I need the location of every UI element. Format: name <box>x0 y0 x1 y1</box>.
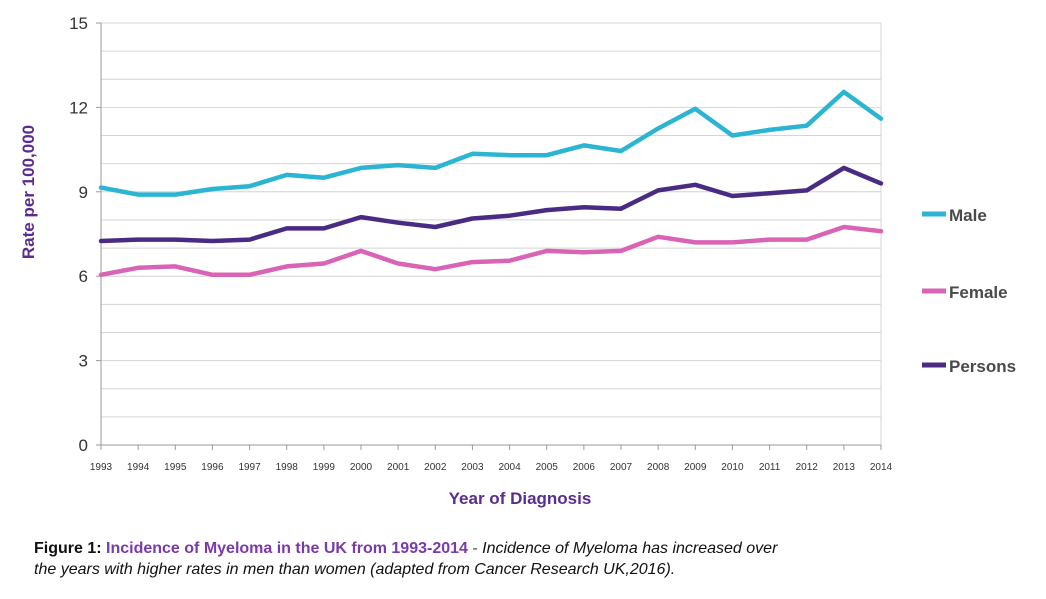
x-tick-label: 2014 <box>870 462 893 473</box>
x-tick-label: 2008 <box>647 462 670 473</box>
x-tick-label: 2003 <box>461 462 484 473</box>
series-line-male <box>98 89 884 197</box>
figure-caption: Figure 1: Incidence of Myeloma in the UK… <box>34 538 1034 580</box>
legend-label-male: Male <box>949 206 987 225</box>
x-tick-labels: 1993 1994 1995 1996 1997 1998 1999 2000 2001 2002… <box>90 462 893 473</box>
x-axis-label: Year of Diagnosis <box>449 489 592 508</box>
x-tick-label: 2013 <box>833 462 856 473</box>
line-chart: 0 3 6 9 12 15 1993 1994 1995 1996 1997 1998 1999 200… <box>19 14 1016 508</box>
grid-lines <box>101 22 882 445</box>
x-tick-label: 2009 <box>684 462 707 473</box>
y-tick-label: 9 <box>79 183 88 202</box>
x-tick-label: 1996 <box>201 462 224 473</box>
legend-label-persons: Persons <box>949 357 1016 376</box>
series-line-persons <box>98 165 884 244</box>
caption-title: Incidence of Myeloma in the UK from 1993… <box>106 540 468 557</box>
x-tick-label: 2006 <box>573 462 596 473</box>
legend-label-female: Female <box>949 283 1008 302</box>
x-tick-label: 2000 <box>350 462 373 473</box>
x-tick-label: 2010 <box>721 462 744 473</box>
x-tick-label: 2011 <box>759 462 781 473</box>
axes <box>96 22 882 450</box>
y-tick-label: 12 <box>69 98 88 117</box>
series-line-female <box>98 224 884 278</box>
y-tick-label: 6 <box>79 267 88 286</box>
x-tick-label: 2004 <box>498 462 521 473</box>
x-tick-label: 1993 <box>90 462 113 473</box>
series-lines <box>98 89 884 278</box>
x-tick-label: 1995 <box>164 462 187 473</box>
x-tick-label: 2007 <box>610 462 633 473</box>
legend: Male Female Persons <box>922 206 1016 376</box>
x-tick-label: 1994 <box>127 462 150 473</box>
x-tick-label: 1998 <box>276 462 299 473</box>
y-tick-labels: 0 3 6 9 12 15 <box>69 14 88 455</box>
caption-description-line2: the years with higher rates in men than … <box>34 561 676 578</box>
x-tick-label: 2012 <box>796 462 819 473</box>
x-tick-label: 1997 <box>238 462 261 473</box>
x-tick-label: 2001 <box>387 462 410 473</box>
y-axis-label: Rate per 100,000 <box>19 125 38 259</box>
x-tick-label: 1999 <box>313 462 336 473</box>
y-tick-label: 0 <box>79 436 88 455</box>
y-tick-label: 15 <box>69 14 88 33</box>
caption-description-line1: Incidence of Myeloma has increased over <box>482 540 778 557</box>
caption-separator: - <box>467 540 483 557</box>
y-tick-label: 3 <box>79 352 88 371</box>
x-tick-label: 2005 <box>536 462 559 473</box>
x-tick-label: 2002 <box>424 462 447 473</box>
caption-label: Figure 1: <box>34 540 102 557</box>
